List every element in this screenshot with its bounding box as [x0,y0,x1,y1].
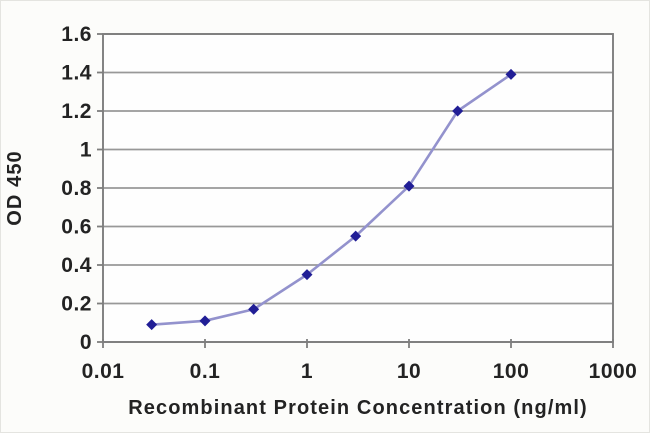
data-point-marker [301,269,313,281]
plot-area: 0 0.2 0.4 0.6 0.8 1 1.2 1.4 1.6 0.01 0.1 1 10 100 1000 [61,23,637,383]
x-tick-label: 10 [397,360,421,383]
y-tick-label: 0 [80,331,92,354]
axis-frame [102,33,614,343]
x-tick-label: 0.01 [82,360,125,383]
y-axis-title: OD 450 [4,150,26,226]
x-tick-label: 100 [493,360,530,383]
x-tick-label: 0.1 [190,360,221,383]
data-point-marker [505,68,517,80]
y-tick-label: 1.2 [61,100,92,123]
y-tick-label: 1 [80,139,92,162]
y-tick-label: 0.2 [61,293,92,316]
data-point-marker [146,319,158,331]
x-tick-label: 1 [301,360,313,383]
x-axis-title: Recombinant Protein Concentration (ng/ml… [128,397,588,419]
y-tick-label: 0.4 [61,254,92,277]
series-line [150,73,513,326]
data-point-marker [248,303,260,315]
x-tick-label: 1000 [589,360,638,383]
data-point-marker [199,315,211,327]
y-tick-label: 1.4 [61,62,92,85]
y-tick-label: 1.6 [61,23,92,46]
data-point-marker [403,180,415,192]
y-tick-label: 0.8 [61,177,92,200]
data-point-marker [452,105,464,117]
data-point-marker [350,230,362,242]
y-tick-label: 0.6 [61,216,92,239]
